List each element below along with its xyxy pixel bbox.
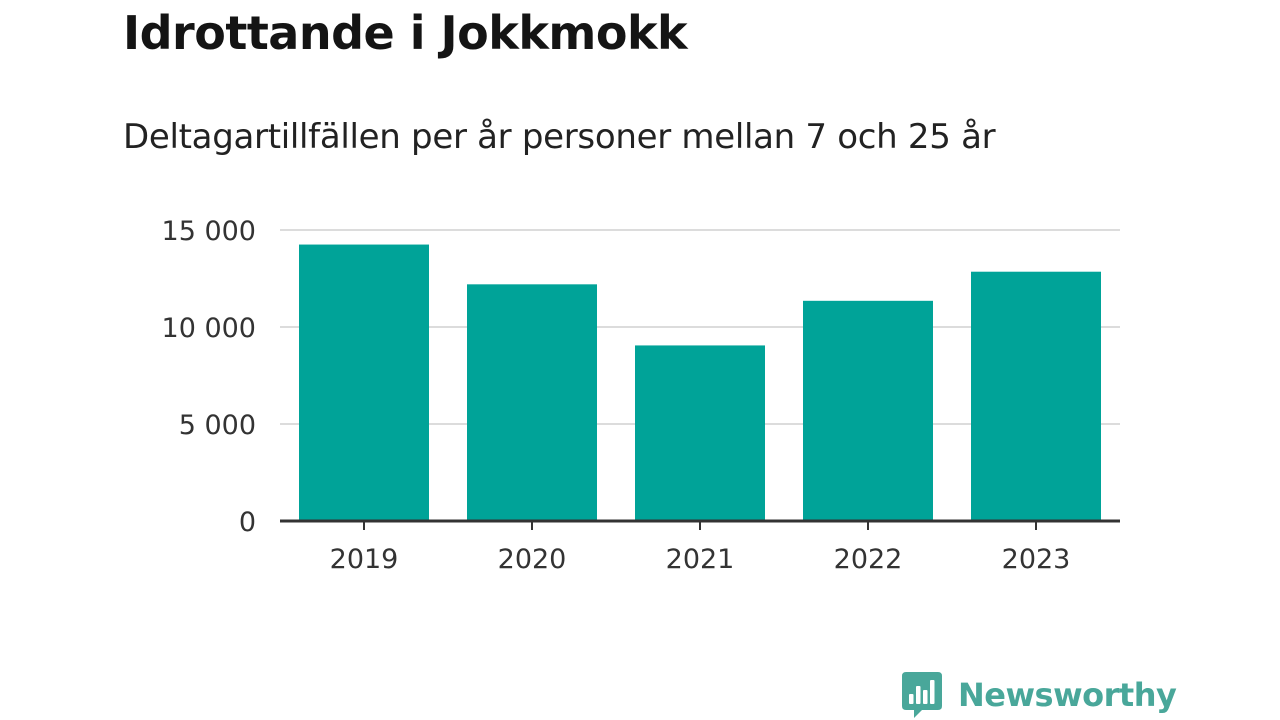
- bar-2019: [299, 244, 429, 522]
- chart-title: Idrottande i Jokkmokk: [123, 6, 688, 60]
- bars: [299, 244, 1101, 522]
- y-tick-label: 5 000: [179, 410, 256, 441]
- y-tick-label: 15 000: [162, 216, 256, 247]
- x-tick-label: 2022: [834, 544, 903, 575]
- x-tick-label: 2021: [666, 544, 735, 575]
- brand-name: Newsworthy: [958, 676, 1177, 714]
- bar-2020: [467, 284, 597, 521]
- bar-2021: [635, 345, 765, 521]
- bar-2022: [803, 300, 933, 521]
- newsworthy-logo-icon: [902, 672, 942, 718]
- chart-subtitle: Deltagartillfällen per år personer mella…: [123, 117, 996, 157]
- y-axis-tick-labels: 0 5 000 10 000 15 000: [162, 216, 256, 538]
- x-axis: [280, 519, 1120, 530]
- bar-2023: [971, 271, 1101, 521]
- y-tick-label: 0: [239, 507, 256, 538]
- brand-footer: Newsworthy: [902, 671, 1177, 719]
- x-tick-label: 2020: [498, 544, 567, 575]
- x-tick-label: 2019: [330, 544, 399, 575]
- x-axis-tick-labels: 2019 2020 2021 2022 2023: [330, 544, 1071, 575]
- x-tick-label: 2023: [1002, 544, 1071, 575]
- y-tick-label: 10 000: [162, 313, 256, 344]
